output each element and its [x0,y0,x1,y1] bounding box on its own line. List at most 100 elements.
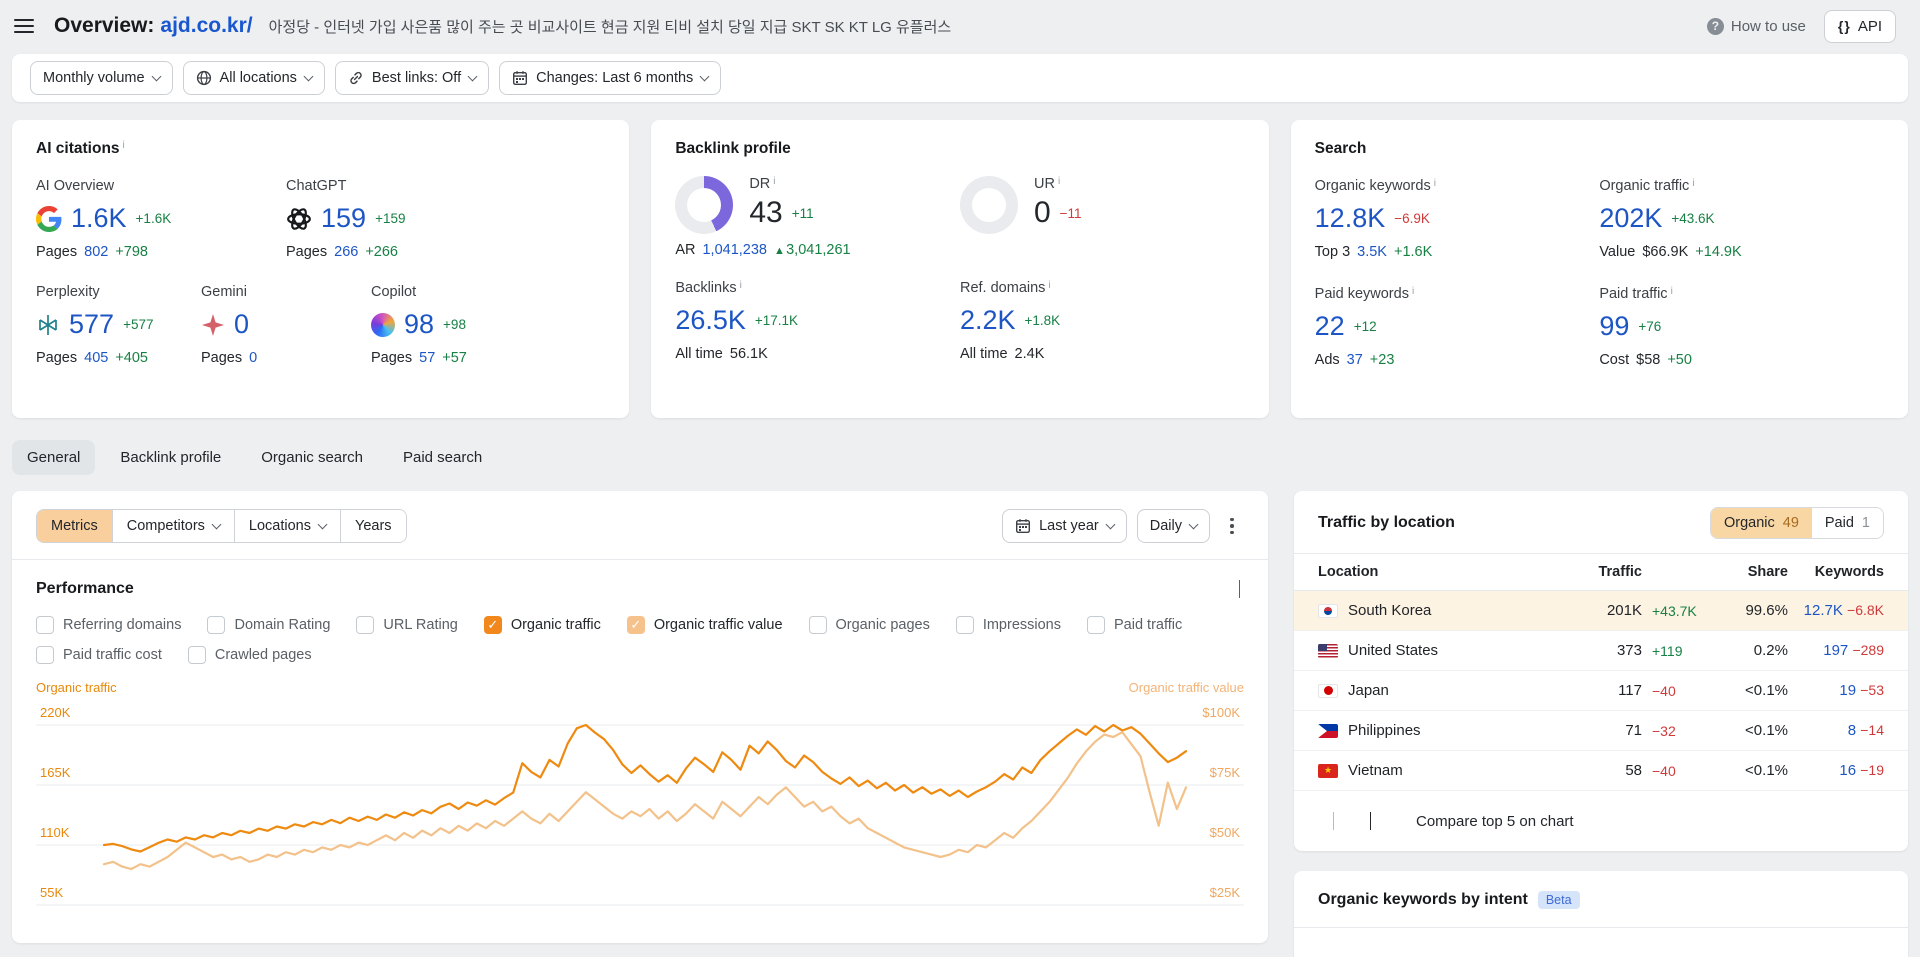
info-icon[interactable] [123,140,125,151]
more-options-icon[interactable] [1220,514,1244,539]
table-row[interactable]: ★Vietnam 58 −40 <0.1% 16 −19 [1294,751,1908,791]
perplexity-icon [36,313,60,337]
card-title: Search [1315,140,1367,157]
location-table: Location Traffic Share Keywords South Ko… [1294,553,1908,791]
metric-ai-overview: AI Overview 1.6K +1.6K Pages802+798 [36,178,286,260]
metric-value[interactable]: 0 [234,309,249,340]
google-icon [36,206,62,232]
backlink-profile-card: Backlink profile DR 43 +11 UR 0 [651,120,1268,418]
info-icon[interactable] [1058,176,1060,187]
metric-value[interactable]: 98 [404,309,434,340]
metric-organic-traffic: Organic traffic 202K+43.6K Value$66.9K+1… [1599,178,1884,260]
metric-value[interactable]: 577 [69,309,114,340]
api-button[interactable]: {} API [1824,10,1896,43]
segment-years[interactable]: Years [340,510,406,542]
openai-icon [286,206,312,232]
info-icon[interactable] [1048,280,1050,291]
beta-badge: Beta [1538,891,1580,909]
svg-text:$25K: $25K [1210,885,1241,900]
checkbox-paid-traffic[interactable]: Paid traffic [1087,616,1182,634]
toggle-organic[interactable]: Organic49 [1711,508,1812,538]
segment-locations[interactable]: Locations [234,510,340,542]
monthly-volume-dropdown[interactable]: Monthly volume [30,61,173,95]
globe-icon [196,70,212,86]
checkbox-organic-traffic[interactable]: Organic traffic [484,616,601,634]
info-icon[interactable] [1434,178,1436,189]
keywords-by-intent-card: Organic keywords by intent Beta [1294,871,1908,957]
collapse-icon[interactable] [1235,576,1244,602]
copilot-icon [371,313,395,337]
table-row[interactable]: Philippines 71 −32 <0.1% 8 −14 [1294,711,1908,751]
segment-competitors[interactable]: Competitors [112,510,234,542]
locations-dropdown[interactable]: All locations [183,61,325,95]
chevron-down-icon [468,71,478,81]
chevron-down-icon [151,71,161,81]
toggle-paid[interactable]: Paid1 [1812,508,1883,538]
metric-paid-traffic: Paid traffic 99+76 Cost$58+50 [1599,286,1884,368]
checkbox-crawled-pages[interactable]: Crawled pages [188,646,312,664]
how-to-use-link[interactable]: ? How to use [1707,18,1806,35]
info-icon[interactable] [1412,286,1414,297]
best-links-dropdown[interactable]: Best links: Off [335,61,489,95]
info-icon[interactable] [773,176,775,187]
chevron-down-icon [318,519,328,529]
search-card: Search Organic keywords 12.8K−6.9K Top 3… [1291,120,1908,418]
checkbox-referring-domains[interactable]: Referring domains [36,616,181,634]
info-icon[interactable] [1692,178,1694,189]
metric-gemini: Gemini 0 Pages0 [201,284,371,366]
svg-text:$100K: $100K [1202,705,1240,720]
table-row[interactable]: Japan 117 −40 <0.1% 19 −53 [1294,671,1908,711]
period-dropdown[interactable]: Last year [1002,509,1127,543]
table-row[interactable]: South Korea 201K +43.7K 99.6% 12.7K −6.8… [1294,591,1908,631]
chart-mode-segments: Metrics Competitors Locations Years [36,509,407,543]
organic-paid-toggle: Organic49 Paid1 [1710,507,1884,539]
compare-top5-link[interactable]: Compare top 5 on chart [1416,813,1574,830]
metric-chatgpt: ChatGPT 159 +159 Pages266+266 [286,178,605,260]
performance-line-chart: 220K165K110K55K$100K$75K$50K$25K [36,697,1244,933]
granularity-dropdown[interactable]: Daily [1137,509,1210,543]
question-icon: ? [1707,18,1724,35]
checkbox-organic-pages[interactable]: Organic pages [809,616,930,634]
metric-copilot: Copilot 98 +98 Pages57+57 [371,284,605,366]
ur-donut-chart [960,176,1018,234]
svg-text:110K: 110K [40,825,70,840]
right-axis-title: Organic traffic value [1129,680,1244,695]
south-korea-flag-icon [1318,604,1338,618]
segment-metrics[interactable]: Metrics [37,510,112,542]
domain-link[interactable]: ajd.co.kr/ [160,14,252,38]
metric-value[interactable]: 159 [321,203,366,234]
checkbox-organic-traffic-value[interactable]: Organic traffic value [627,616,783,634]
svg-text:165K: 165K [40,765,71,780]
chevron-down-icon [303,71,313,81]
checkbox-paid-traffic-cost[interactable]: Paid traffic cost [36,646,162,664]
metric-paid-keywords: Paid keywords 22+12 Ads37+23 [1315,286,1600,368]
table-row[interactable]: United States 373 +119 0.2% 197 −289 [1294,631,1908,671]
info-icon[interactable] [740,280,742,291]
tab-paid-search[interactable]: Paid search [388,440,497,475]
next-page-icon[interactable] [1365,807,1376,835]
svg-text:55K: 55K [40,885,63,900]
hamburger-menu-icon[interactable] [14,19,34,33]
card-title: Organic keywords by intent [1318,891,1528,909]
tab-general[interactable]: General [12,440,95,475]
svg-text:220K: 220K [40,705,71,720]
tab-organic-search[interactable]: Organic search [246,440,378,475]
braces-icon: {} [1838,18,1851,34]
tab-backlink-profile[interactable]: Backlink profile [105,440,236,475]
gemini-icon [201,313,225,337]
checkbox-url-rating[interactable]: URL Rating [356,616,457,634]
vietnam-flag-icon: ★ [1318,764,1338,778]
card-title: Backlink profile [675,140,790,157]
performance-title: Performance [36,580,134,598]
link-icon [348,70,364,86]
traffic-by-location-card: Traffic by location Organic49 Paid1 Loca… [1294,491,1908,851]
info-icon[interactable] [1671,286,1673,297]
prev-page-icon[interactable] [1328,807,1339,835]
page-header: Overview: ajd.co.kr/ 아정당 - 인터넷 가입 사은품 많이… [0,0,1920,52]
metric-ref-domains: Ref. domains 2.2K+1.8K All time2.4K [960,280,1245,362]
triangle-up-icon: ▲ [774,245,785,257]
checkbox-domain-rating[interactable]: Domain Rating [207,616,330,634]
changes-dropdown[interactable]: Changes: Last 6 months [499,61,721,95]
metric-value[interactable]: 1.6K [71,203,127,234]
checkbox-impressions[interactable]: Impressions [956,616,1061,634]
